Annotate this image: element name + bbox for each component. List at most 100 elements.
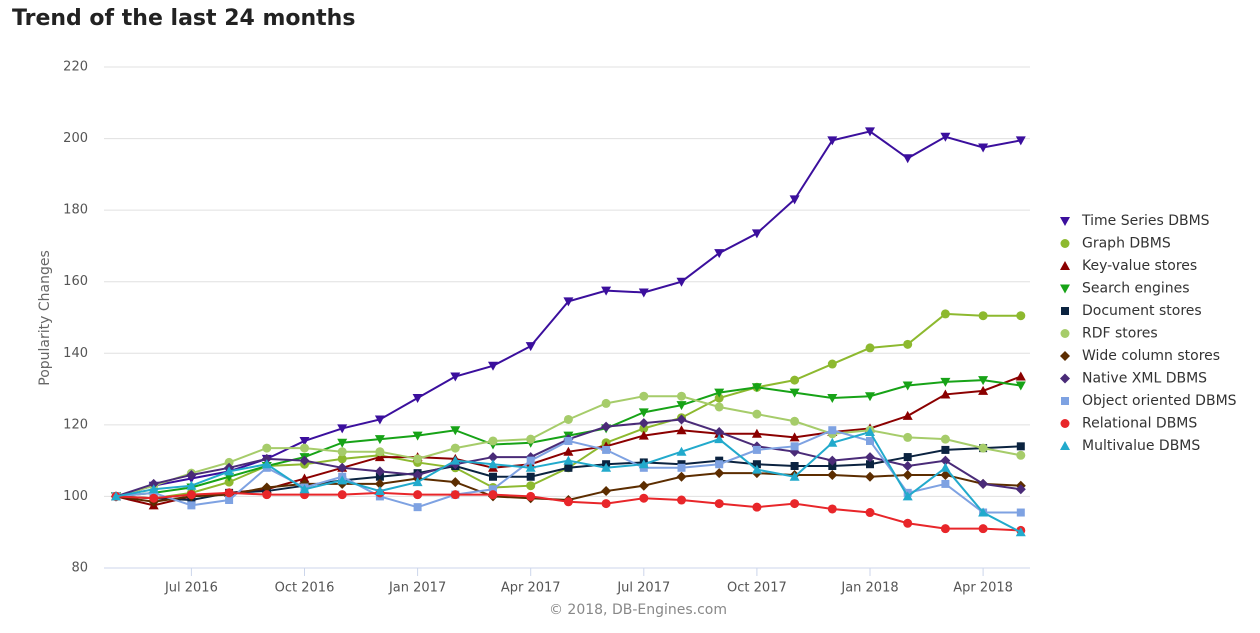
point	[978, 376, 989, 386]
point	[602, 445, 611, 454]
point	[374, 415, 385, 425]
point	[638, 288, 649, 298]
point	[337, 447, 347, 457]
point	[1061, 307, 1069, 315]
point	[714, 499, 724, 509]
point	[412, 394, 423, 404]
point	[1015, 484, 1026, 495]
point	[450, 455, 461, 465]
point	[299, 436, 310, 446]
point	[374, 435, 385, 445]
point	[714, 427, 725, 438]
point	[751, 464, 762, 474]
x-tick-label: Oct 2016	[275, 581, 335, 596]
point	[902, 381, 913, 391]
point	[412, 469, 423, 480]
point	[677, 495, 686, 505]
point	[827, 455, 838, 466]
point	[903, 453, 912, 462]
point	[865, 392, 875, 402]
point	[1016, 450, 1026, 460]
point	[752, 445, 761, 454]
legend-label: Search engines	[1082, 281, 1190, 297]
point	[1060, 239, 1070, 248]
legend-label: Document stores	[1082, 303, 1202, 319]
point	[374, 478, 385, 489]
point	[714, 468, 725, 479]
point	[751, 428, 762, 438]
y-tick-label: 140	[63, 346, 88, 361]
point	[677, 463, 686, 472]
point	[940, 524, 950, 534]
point	[337, 462, 348, 473]
point	[489, 485, 497, 494]
point	[714, 393, 724, 403]
point	[601, 286, 612, 296]
point	[827, 394, 838, 404]
y-tick-label: 80	[71, 561, 88, 576]
point	[790, 462, 799, 471]
point	[413, 454, 423, 464]
point	[1015, 136, 1026, 146]
point	[827, 504, 837, 514]
point	[1061, 397, 1069, 405]
point	[262, 490, 272, 500]
point	[752, 409, 762, 419]
point	[488, 361, 498, 371]
point	[450, 477, 461, 488]
point	[337, 475, 348, 485]
point	[601, 499, 611, 509]
point	[224, 477, 234, 487]
point	[903, 518, 913, 528]
point	[789, 388, 800, 398]
point	[563, 446, 574, 456]
point	[790, 499, 800, 509]
point	[413, 490, 423, 500]
point	[261, 482, 272, 493]
point	[488, 490, 498, 500]
point	[450, 443, 460, 453]
point	[940, 462, 951, 472]
point	[563, 297, 574, 307]
y-axis-label: Popularity Changes	[37, 250, 53, 386]
point	[1060, 329, 1070, 338]
point	[337, 438, 348, 448]
legend-label: RDF stores	[1082, 326, 1158, 342]
point	[639, 423, 649, 433]
point	[526, 434, 536, 444]
point	[337, 454, 347, 464]
point	[299, 473, 310, 483]
point	[563, 455, 574, 465]
x-tick-label: Oct 2017	[727, 581, 787, 596]
point	[940, 455, 951, 466]
point	[752, 460, 761, 469]
point	[940, 309, 950, 319]
point	[940, 132, 951, 142]
point	[790, 375, 800, 385]
point	[563, 497, 573, 507]
point	[337, 490, 347, 500]
point	[526, 456, 535, 465]
point	[902, 154, 913, 164]
point	[865, 471, 875, 482]
point	[224, 457, 234, 467]
point	[488, 459, 498, 469]
point	[375, 472, 384, 481]
point	[1060, 284, 1070, 294]
legend-label: Relational DBMS	[1082, 416, 1197, 432]
point	[564, 463, 573, 472]
legend-label: Graph DBMS	[1082, 236, 1171, 252]
point	[489, 472, 497, 481]
point	[488, 452, 498, 463]
point	[638, 480, 649, 491]
point	[148, 478, 159, 489]
point	[866, 460, 874, 469]
point	[714, 434, 725, 444]
point	[714, 402, 724, 412]
series	[111, 127, 1026, 502]
y-tick-label: 100	[63, 489, 88, 504]
point	[828, 426, 837, 435]
series	[111, 309, 1026, 503]
point	[902, 491, 913, 501]
point	[865, 427, 875, 437]
